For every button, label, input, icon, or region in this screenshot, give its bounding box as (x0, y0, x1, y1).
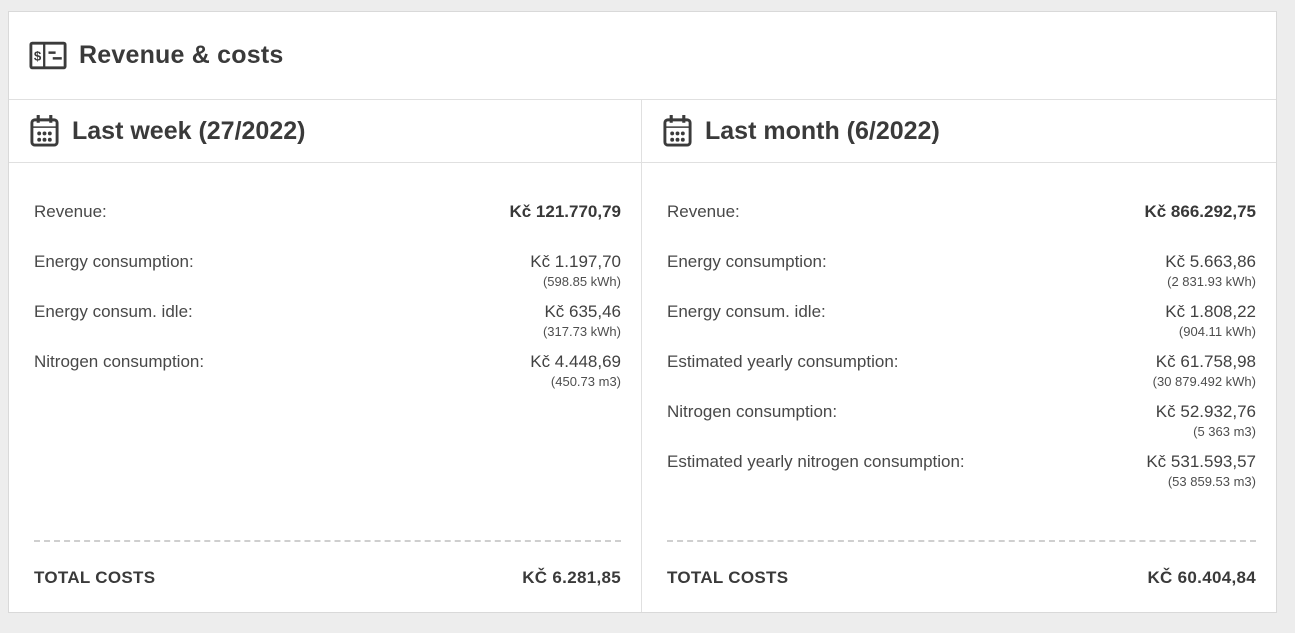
total-costs-value: KČ 6.281,85 (522, 568, 621, 587)
row-label: Revenue: (667, 202, 740, 221)
last-month-header: Last month (6/2022) (642, 100, 1276, 163)
panel-header: $ Revenue & costs (9, 12, 1276, 100)
last-week-title: Last week (27/2022) (72, 116, 306, 145)
column-last-week: Last week (27/2022) Revenue: Kč 121.770,… (9, 100, 642, 612)
columns-container: Last week (27/2022) Revenue: Kč 121.770,… (9, 100, 1276, 612)
last-month-title: Last month (6/2022) (705, 116, 940, 145)
row-estimated-yearly-nitrogen-consumption: Estimated yearly nitrogen consumption: K… (667, 451, 1256, 491)
row-value: Kč 121.770,79 (509, 202, 621, 221)
row-subvalue: (317.73 kWh) (542, 324, 621, 339)
row-label: Nitrogen consumption: (34, 352, 205, 371)
row-label: Estimated yearly nitrogen consumption: (667, 452, 965, 471)
row-energy-consumption: Energy consumption: Kč 5.663,86 (2 831.9… (667, 251, 1256, 291)
row-subvalue: (5 363 m3) (1193, 424, 1256, 439)
row-subvalue: (2 831.93 kWh) (1167, 274, 1256, 289)
row-subvalue: (904.11 kWh) (1178, 324, 1256, 339)
row-subvalue: (53 859.53 m3) (1167, 474, 1256, 489)
row-value: Kč 61.758,98 (1155, 352, 1256, 371)
last-week-body: Revenue: Kč 121.770,79 Energy consumptio… (9, 163, 641, 612)
total-costs-row: TOTAL COSTS KČ 60.404,84 (667, 540, 1256, 588)
total-costs-value: KČ 60.404,84 (1147, 568, 1256, 587)
row-label: Energy consumption: (34, 252, 194, 271)
calendar-icon (662, 114, 693, 148)
row-subvalue: (598.85 kWh) (542, 274, 621, 289)
row-energy-consumption: Energy consumption: Kč 1.197,70 (598.85 … (34, 251, 621, 291)
money-check-icon: $ (29, 41, 67, 70)
row-estimated-yearly-consumption: Estimated yearly consumption: Kč 61.758,… (667, 351, 1256, 391)
revenue-costs-panel: $ Revenue & costs (8, 11, 1277, 613)
row-label: Energy consum. idle: (667, 302, 826, 321)
row-subvalue: (450.73 m3) (550, 374, 621, 389)
row-label: Estimated yearly consumption: (667, 352, 899, 371)
row-value: Kč 1.808,22 (1165, 302, 1256, 321)
row-label: Nitrogen consumption: (667, 402, 838, 421)
column-last-month: Last month (6/2022) Revenue: Kč 866.292,… (642, 100, 1276, 612)
total-costs-label: TOTAL COSTS (34, 568, 156, 587)
total-costs-label: TOTAL COSTS (667, 568, 789, 587)
panel-title: Revenue & costs (79, 41, 284, 69)
row-value: Kč 5.663,86 (1165, 252, 1256, 271)
row-subvalue: (30 879.492 kWh) (1152, 374, 1256, 389)
row-value: Kč 1.197,70 (530, 252, 621, 271)
row-value: Kč 635,46 (544, 302, 621, 321)
total-costs-row: TOTAL COSTS KČ 6.281,85 (34, 540, 621, 588)
row-label: Energy consum. idle: (34, 302, 193, 321)
row-label: Energy consumption: (667, 252, 827, 271)
row-label: Revenue: (34, 202, 107, 221)
calendar-icon (29, 114, 60, 148)
last-month-body: Revenue: Kč 866.292,75 Energy consumptio… (642, 163, 1276, 612)
row-nitrogen-consumption: Nitrogen consumption: Kč 4.448,69 (450.7… (34, 351, 621, 391)
svg-text:$: $ (34, 48, 42, 63)
row-revenue: Revenue: Kč 866.292,75 (667, 201, 1256, 223)
row-value: Kč 531.593,57 (1146, 452, 1256, 471)
row-value: Kč 4.448,69 (530, 352, 621, 371)
row-energy-consum-idle: Energy consum. idle: Kč 635,46 (317.73 k… (34, 301, 621, 341)
row-value: Kč 866.292,75 (1144, 202, 1256, 221)
row-energy-consum-idle: Energy consum. idle: Kč 1.808,22 (904.11… (667, 301, 1256, 341)
row-revenue: Revenue: Kč 121.770,79 (34, 201, 621, 223)
row-value: Kč 52.932,76 (1155, 402, 1256, 421)
row-nitrogen-consumption: Nitrogen consumption: Kč 52.932,76 (5 36… (667, 401, 1256, 441)
last-week-header: Last week (27/2022) (9, 100, 641, 163)
